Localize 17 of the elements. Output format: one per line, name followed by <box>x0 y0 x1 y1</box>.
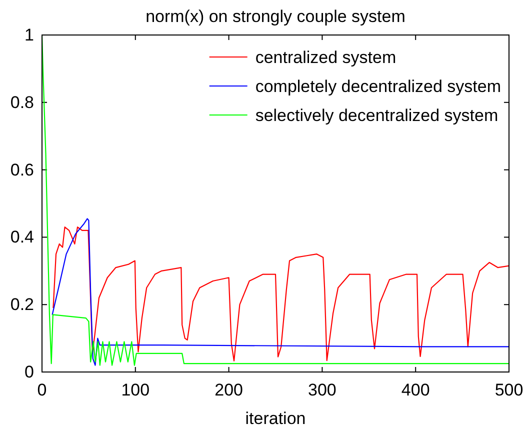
x-tick-label: 0 <box>37 380 47 400</box>
legend-label: completely decentralized system <box>255 76 501 96</box>
x-axis-title: iteration <box>245 409 306 428</box>
legend-label: selectively decentralized system <box>255 106 498 125</box>
legend-label: centralized system <box>255 48 396 67</box>
y-tick-label: 0 <box>24 362 34 382</box>
x-tick-label: 500 <box>494 380 524 400</box>
chart-title: norm(x) on strongly couple system <box>146 7 406 26</box>
y-tick-label: 0.4 <box>10 228 34 247</box>
y-tick-label: 0.6 <box>10 160 34 180</box>
y-tick-label: 0.8 <box>10 92 34 112</box>
x-tick-label: 300 <box>308 380 336 400</box>
x-tick-label: 100 <box>121 380 150 400</box>
x-tick-label: 200 <box>214 380 243 400</box>
x-tick-label: 400 <box>401 380 430 400</box>
y-tick-label: 1 <box>24 25 34 44</box>
y-tick-label: 0.2 <box>10 295 34 314</box>
